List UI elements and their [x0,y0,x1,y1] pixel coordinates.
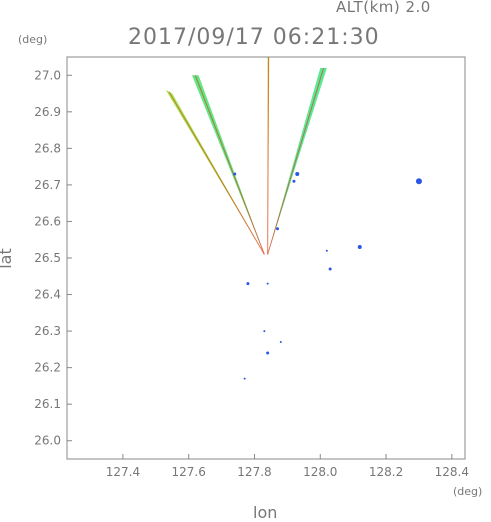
echo-point-2 [357,245,362,250]
plot-frame [66,56,466,460]
x-tick-label-1: 127.6 [172,465,206,479]
echo-point-6 [292,179,296,183]
x-tick-label-3: 128.0 [303,465,337,479]
x-tick-label-4: 128.2 [369,465,403,479]
altitude-label: ALT(km) 2.0 [336,0,431,16]
y-tick-label-6: 26.6 [34,214,61,228]
x-axis-unit: (deg) [453,485,483,498]
y-tick-label-8: 26.8 [34,141,61,155]
y-tick-label-9: 26.9 [34,105,61,119]
echo-point-12 [279,341,282,344]
altitude-label-text: ALT(km) [336,0,401,16]
y-tick-label-10: 27.0 [34,68,61,82]
echo-point-8 [246,282,250,286]
echo-point-10 [266,351,270,355]
echo-point-14 [276,227,280,231]
x-tick-label-2: 127.8 [237,465,271,479]
y-axis-unit: (deg) [18,33,48,46]
chart-title: 2017/09/17 06:21:30 [128,25,380,50]
beam-2-core [194,75,265,255]
beam-4-core [267,67,325,255]
echo-point-11 [263,330,266,333]
echo-point-1 [415,178,422,185]
data-layer [165,56,422,380]
altitude-value: 2.0 [405,0,431,16]
echo-point-4 [325,249,328,252]
beam-4 [267,67,327,255]
y-tick-label-7: 26.7 [34,178,61,192]
beam-3-core [267,56,269,255]
x-tick-label-5: 128.4 [435,465,469,479]
y-tick-label-3: 26.3 [34,324,61,338]
y-tick-label-5: 26.5 [34,251,61,265]
x-tick-label-0: 127.4 [106,465,140,479]
echo-point-5 [295,171,300,176]
beam-2 [191,75,265,255]
echo-point-9 [266,282,269,285]
y-tick-label-4: 26.4 [34,288,61,302]
y-tick-label-2: 26.2 [34,361,61,375]
y-tick-label-1: 26.1 [34,397,61,411]
echo-point-7 [233,172,237,176]
beam-1-core [168,91,265,255]
echo-point-3 [328,267,332,271]
x-axis-label: lon [253,503,278,522]
axes-layer: 127.4 127.6 127.8 128.0 128.2 128.4 26.0 26.1 26… [34,68,469,479]
y-tick-label-0: 26.0 [34,434,61,448]
echo-point-13 [243,377,246,380]
